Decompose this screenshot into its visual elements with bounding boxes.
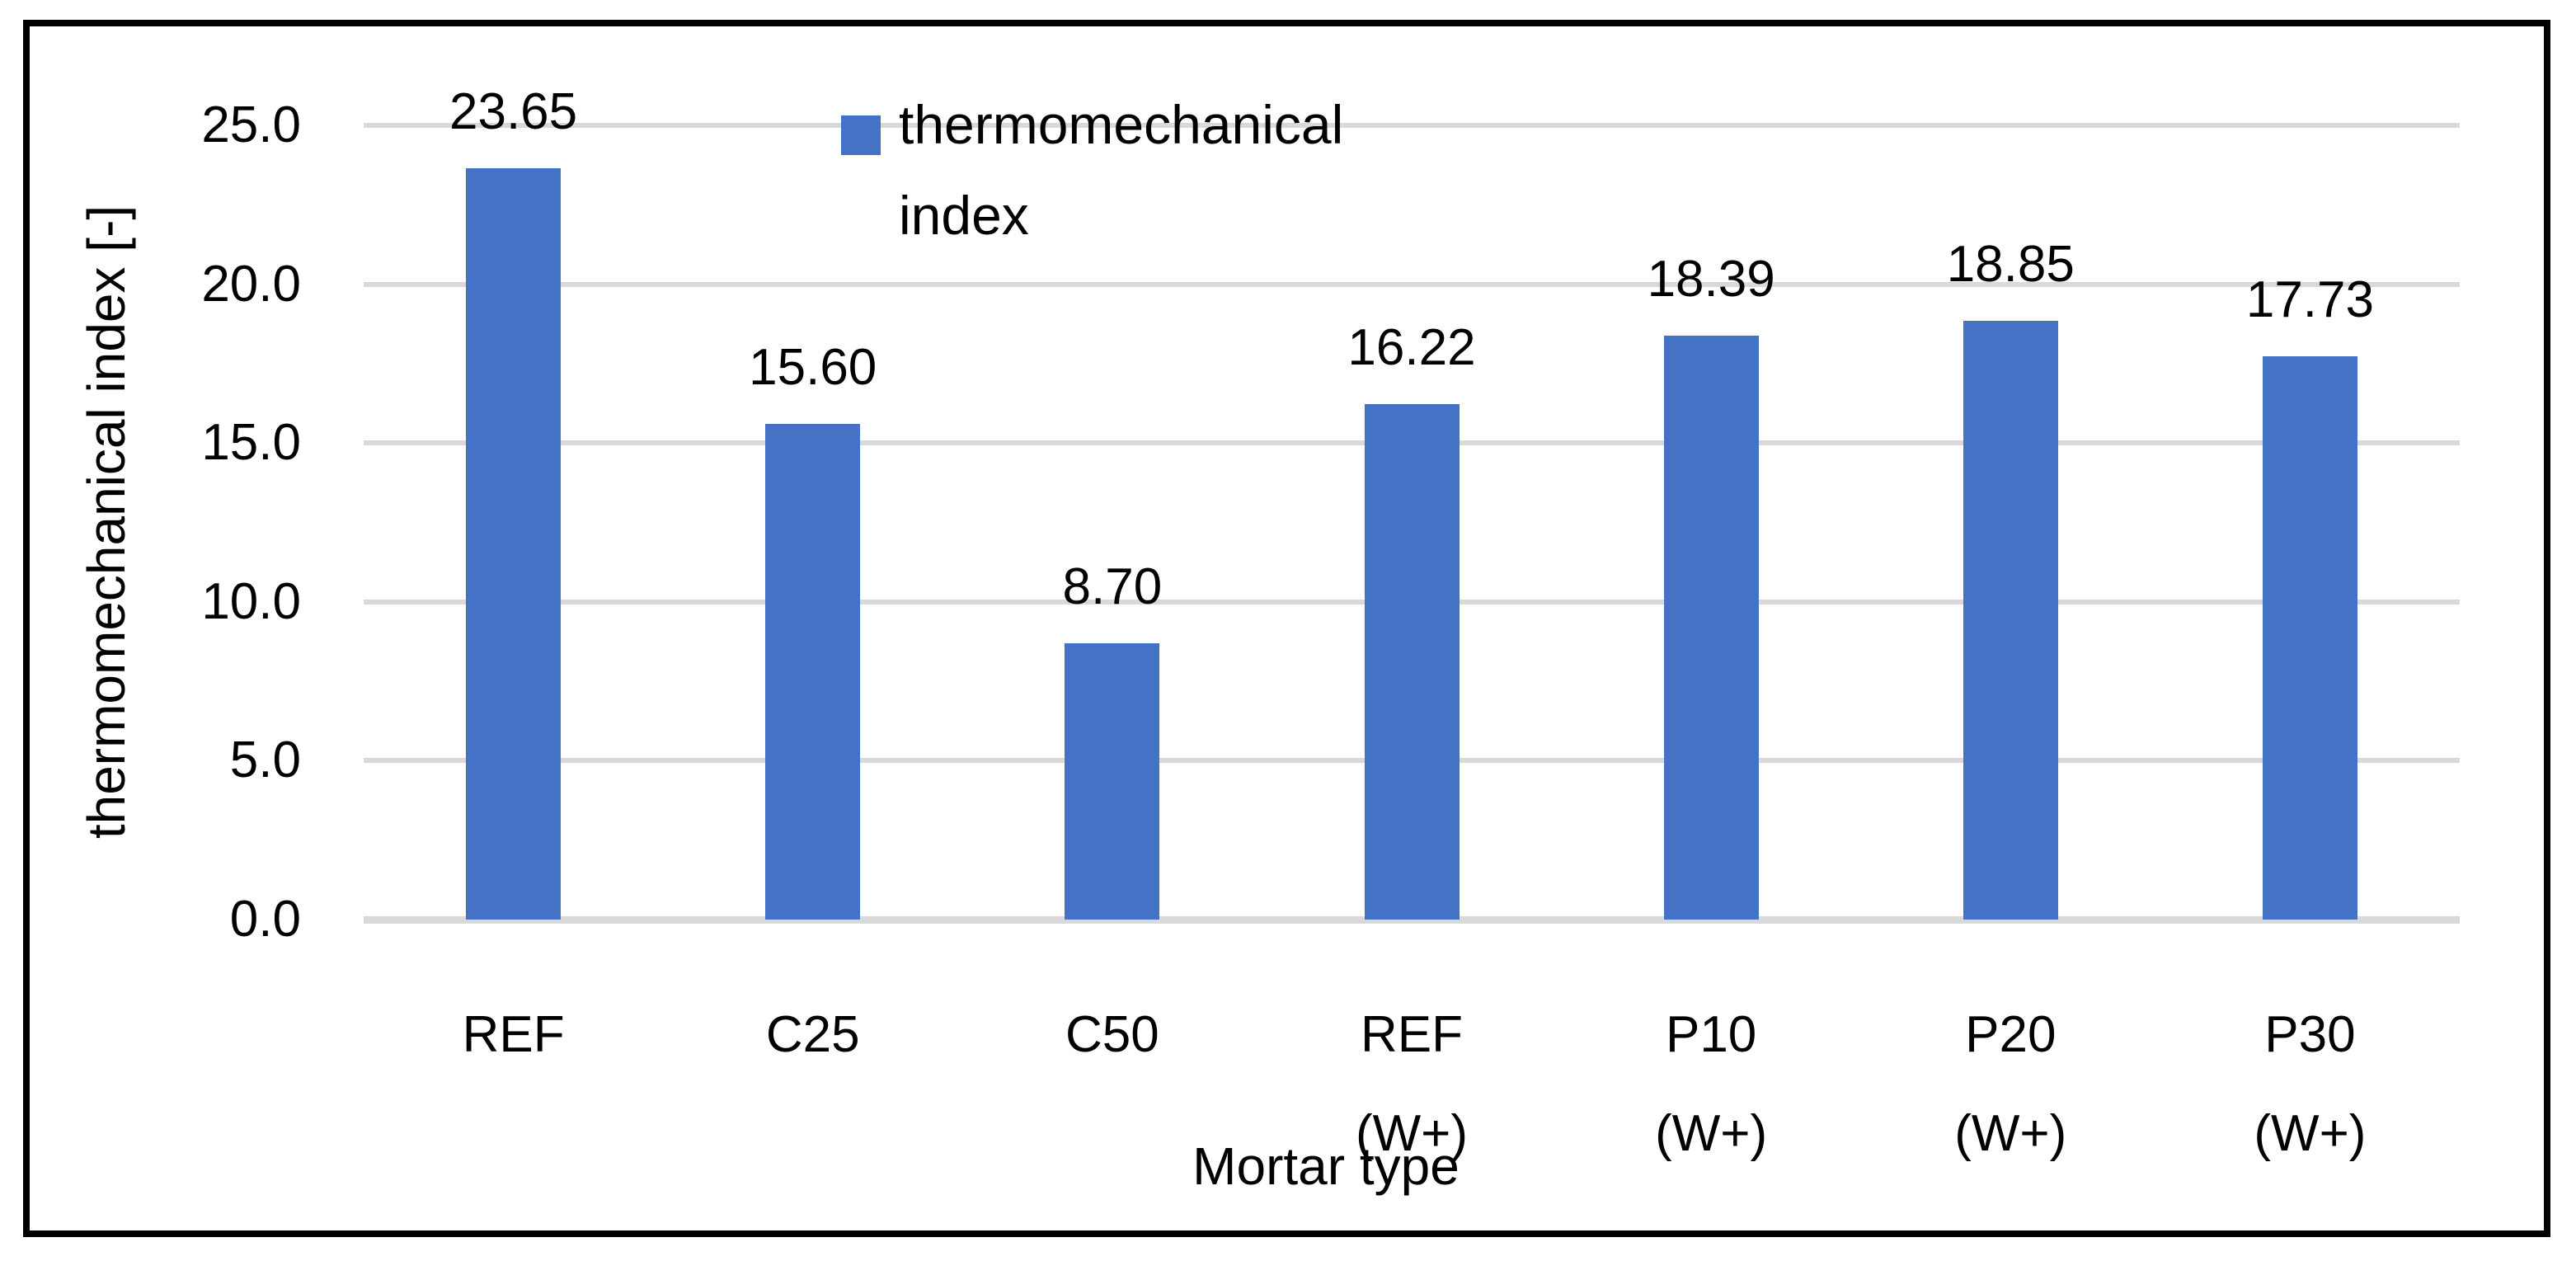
bar-value-label: 18.85	[1946, 235, 2075, 293]
bar-value-label: 16.22	[1347, 319, 1476, 377]
y-axis-title: thermomechanical index [-]	[77, 205, 136, 840]
legend-label-line2: index	[899, 185, 1029, 246]
legend-marker-swatch	[841, 115, 881, 155]
x-tick-label: P20 (W+)	[1954, 1006, 2067, 1162]
y-tick-label: 15.0	[201, 414, 301, 472]
bar	[1963, 320, 2058, 920]
y-tick-label: 10.0	[201, 572, 301, 630]
bar	[1065, 642, 1160, 920]
x-axis-title: Mortar type	[1192, 1136, 1460, 1196]
bar	[2262, 356, 2357, 920]
plot-area: 0.0 5.0 10.0 15.0 20.0 25.0 23.65 REF 15.60 C25 8.…	[30, 26, 2544, 1230]
bar-value-label: 8.70	[1062, 558, 1163, 615]
x-tick-label: C50	[1065, 1006, 1159, 1063]
bar-value-label: 17.73	[2245, 271, 2374, 329]
y-tick-label: 5.0	[229, 732, 301, 789]
x-tick-label: REF	[462, 1006, 565, 1063]
y-tick-label: 0.0	[229, 891, 301, 948]
y-tick-label: 25.0	[201, 96, 301, 153]
legend-label: thermomechanical index	[899, 79, 1343, 261]
bar	[466, 168, 562, 920]
x-tick-label: P10 (W+)	[1655, 1006, 1768, 1162]
legend: thermomechanical index	[841, 79, 1343, 261]
bar-value-label: 23.65	[449, 83, 578, 140]
chart-figure: 0.0 5.0 10.0 15.0 20.0 25.0 23.65 REF 15.60 C25 8.…	[23, 20, 2550, 1237]
bar	[765, 424, 861, 920]
x-tick-label: C25	[765, 1006, 860, 1063]
y-tick-label: 20.0	[201, 255, 301, 313]
bar-value-label: 15.60	[749, 339, 877, 397]
x-tick-label: P30 (W+)	[2254, 1006, 2367, 1162]
gridline	[364, 281, 2460, 287]
x-axis-line	[364, 916, 2460, 924]
bar-value-label: 18.39	[1647, 250, 1775, 308]
x-tick-label: REF (W+)	[1355, 1006, 1469, 1162]
legend-label-line1: thermomechanical	[899, 94, 1344, 155]
gridline	[364, 123, 2460, 128]
bar	[1364, 404, 1460, 920]
bar	[1663, 335, 1759, 920]
